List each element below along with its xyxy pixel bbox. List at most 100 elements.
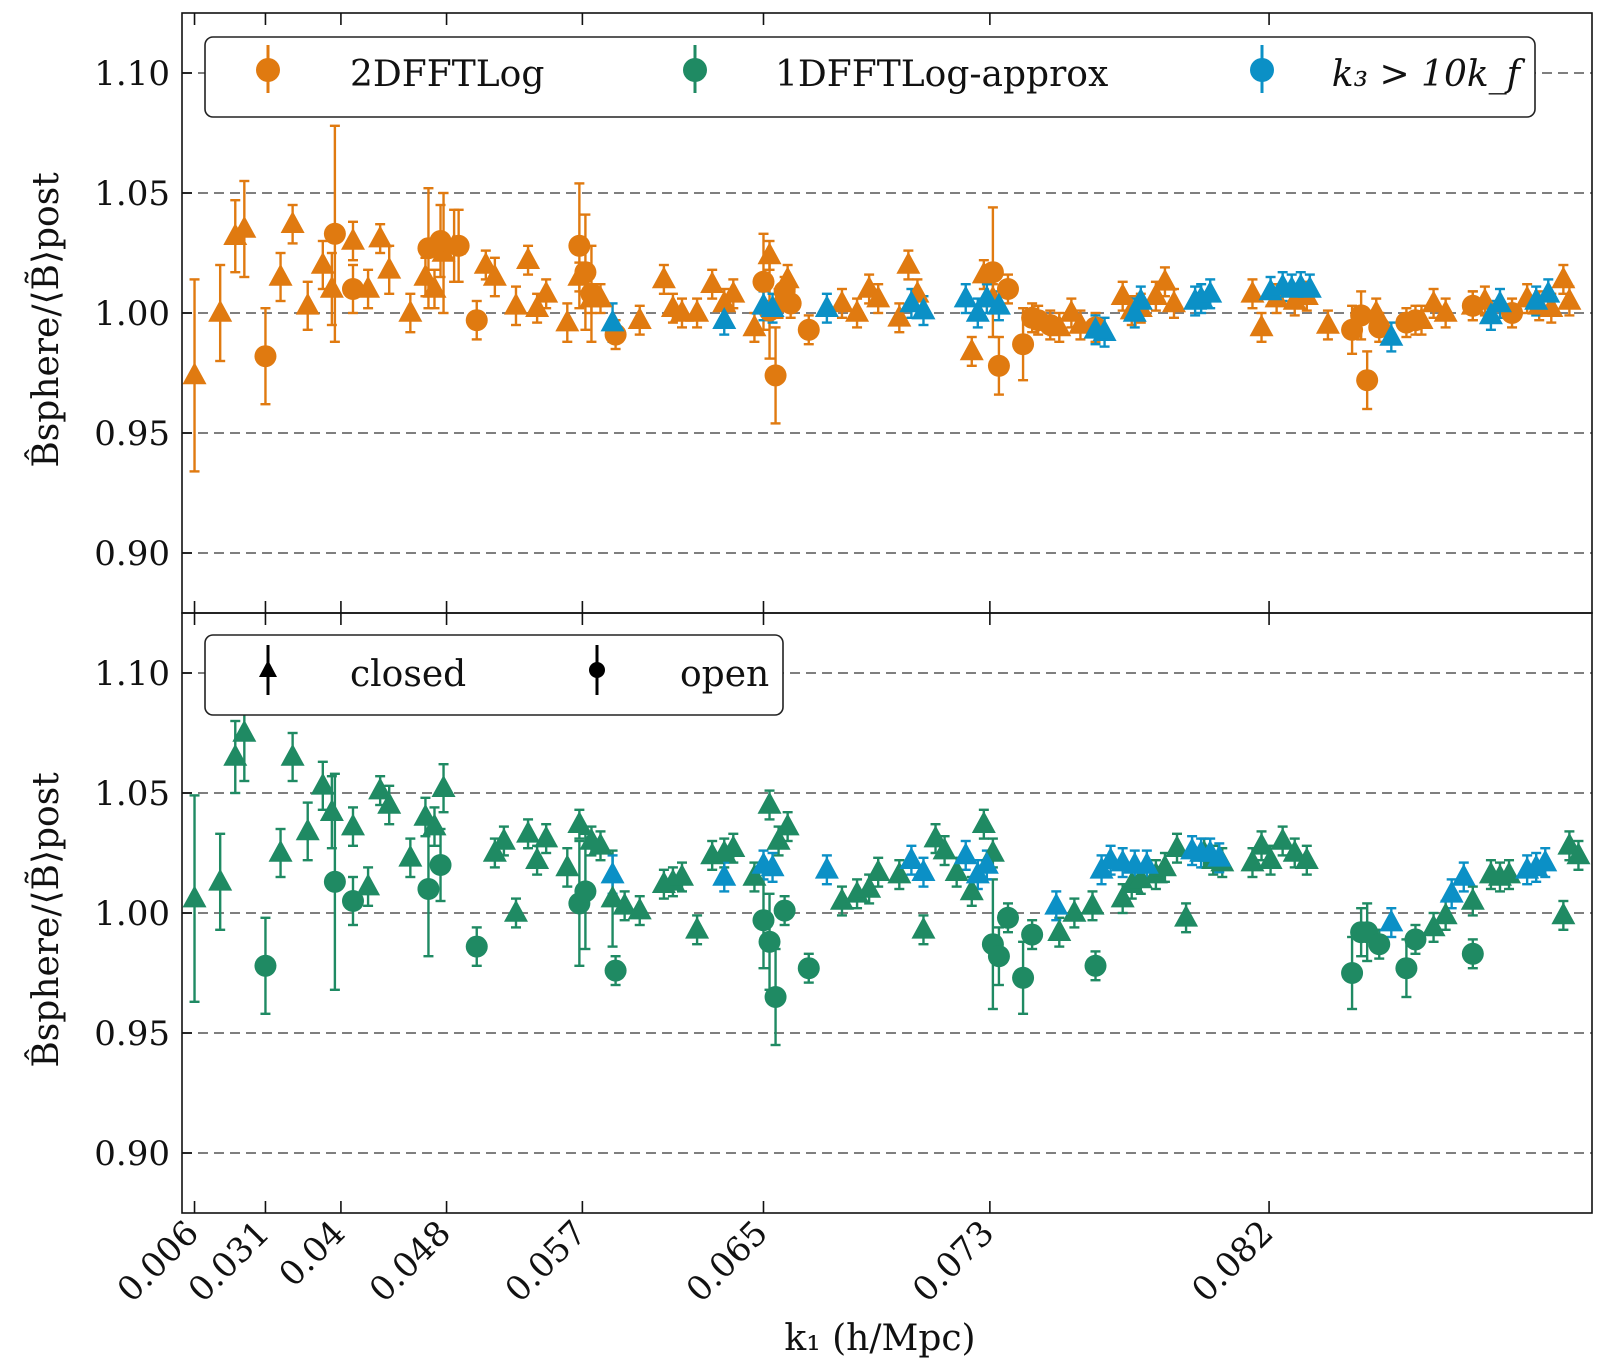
data-point-circle xyxy=(429,230,452,252)
data-point-circle xyxy=(1461,942,1484,965)
x-tick-label: 0.057 xyxy=(498,1213,595,1310)
data-point-triangle xyxy=(1524,287,1549,310)
data-point-circle xyxy=(1356,369,1379,392)
top-panel: 0.90 0.95 1.00 1.05 1.10 2DFFTLog 1DFFTLog-a… xyxy=(94,12,1593,614)
bottom-legend-box xyxy=(204,634,784,716)
data-point-triangle xyxy=(971,811,996,833)
data-point-triangle xyxy=(1551,266,1576,289)
top-markers xyxy=(182,211,1582,392)
data-point-triangle xyxy=(899,290,924,313)
data-point-triangle xyxy=(310,772,335,795)
data-point-circle xyxy=(1021,923,1044,946)
data-point-triangle xyxy=(398,844,423,867)
data-point-triangle xyxy=(295,292,320,315)
x-tick-label: 0.048 xyxy=(362,1213,459,1310)
data-point-triangle xyxy=(1240,280,1265,303)
data-point-triangle xyxy=(742,314,767,337)
y-tick-label: 1.10 xyxy=(94,54,170,94)
data-point-triangle xyxy=(1110,283,1135,305)
legend-label-k3: k₃ > 10k_f xyxy=(1332,54,1526,95)
legend-entry-closed: closed xyxy=(259,645,466,695)
data-point-triangle xyxy=(1165,835,1190,857)
data-point-circle xyxy=(580,282,603,305)
data-point-triangle xyxy=(1122,299,1147,322)
x-tick-label: 0.065 xyxy=(679,1213,776,1310)
data-point-triangle xyxy=(377,791,402,814)
data-point-triangle xyxy=(491,827,516,850)
data-point-triangle xyxy=(1379,323,1404,346)
y-tick-label: 1.00 xyxy=(94,294,170,334)
data-point-triangle xyxy=(1297,275,1322,298)
data-point-triangle xyxy=(1433,299,1458,322)
data-point-circle xyxy=(254,345,277,368)
x-tick-label: 0.073 xyxy=(905,1213,1002,1310)
data-point-triangle xyxy=(814,856,839,879)
data-point-triangle xyxy=(1460,887,1485,910)
data-point-triangle xyxy=(1421,290,1446,313)
data-point-triangle xyxy=(953,842,978,865)
data-point-circle xyxy=(341,278,364,300)
data-point-triangle xyxy=(516,247,541,269)
data-point-triangle xyxy=(766,827,791,850)
data-point-triangle xyxy=(721,280,746,303)
data-point-triangle xyxy=(1566,842,1591,865)
legend-label-1dfftlog: 1DFFTLog-approx xyxy=(775,54,1108,95)
y-tick-label: 0.90 xyxy=(94,1134,170,1174)
data-point-triangle xyxy=(986,292,1011,315)
data-point-triangle xyxy=(398,299,423,322)
top-legend: 2DFFTLog 1DFFTLog-approx k₃ > 10k_f xyxy=(204,36,1536,118)
data-point-triangle xyxy=(268,839,293,862)
data-point-triangle xyxy=(534,825,559,848)
data-point-triangle xyxy=(295,818,320,841)
data-point-triangle xyxy=(721,835,746,857)
data-point-triangle xyxy=(1044,892,1069,915)
data-point-triangle xyxy=(1134,851,1159,874)
data-point-triangle xyxy=(1240,849,1265,872)
data-point-triangle xyxy=(1249,314,1274,337)
data-point-triangle xyxy=(1143,283,1168,305)
data-point-triangle xyxy=(757,791,782,814)
data-point-triangle xyxy=(742,863,767,886)
data-point-triangle xyxy=(555,854,580,877)
data-point-circle xyxy=(341,890,364,912)
legend-entry-open: open xyxy=(589,645,769,695)
data-point-triangle xyxy=(1539,295,1564,317)
data-point-circle xyxy=(1461,294,1484,317)
legend-marker-triangle xyxy=(259,660,277,677)
y-tick-label: 1.00 xyxy=(94,894,170,934)
x-tick-label: 0.006 xyxy=(110,1213,207,1310)
data-point-triangle xyxy=(1249,832,1274,855)
data-point-triangle xyxy=(627,897,652,920)
data-point-triangle xyxy=(555,309,580,332)
data-point-triangle xyxy=(923,825,948,848)
data-point-triangle xyxy=(866,859,891,881)
data-point-triangle xyxy=(612,892,637,915)
data-point-triangle xyxy=(1536,280,1561,303)
x-tick-label: 0.04 xyxy=(271,1213,353,1295)
data-point-triangle xyxy=(829,290,854,313)
data-point-circle xyxy=(1084,954,1107,977)
data-point-triangle xyxy=(1152,268,1177,291)
data-point-triangle xyxy=(368,225,393,248)
data-point-circle xyxy=(987,354,1010,377)
y-tick-label: 1.05 xyxy=(94,174,170,214)
data-point-triangle xyxy=(525,847,550,869)
data-point-triangle xyxy=(627,307,652,329)
data-point-triangle xyxy=(911,916,936,939)
data-point-triangle xyxy=(223,743,248,766)
x-tick-label: 0.031 xyxy=(181,1213,278,1310)
data-point-triangle xyxy=(944,859,969,881)
data-point-circle xyxy=(996,906,1019,929)
data-point-triangle xyxy=(669,863,694,886)
data-point-triangle xyxy=(503,899,528,922)
data-point-circle xyxy=(604,959,627,982)
data-point-circle xyxy=(1395,957,1418,980)
data-point-triangle xyxy=(319,799,344,821)
data-point-triangle xyxy=(757,242,782,265)
legend-entry-1dfftlog: 1DFFTLog-approx xyxy=(683,45,1108,95)
data-point-circle xyxy=(429,854,452,876)
data-point-circle xyxy=(1368,933,1391,956)
legend-label-open: open xyxy=(680,654,769,695)
